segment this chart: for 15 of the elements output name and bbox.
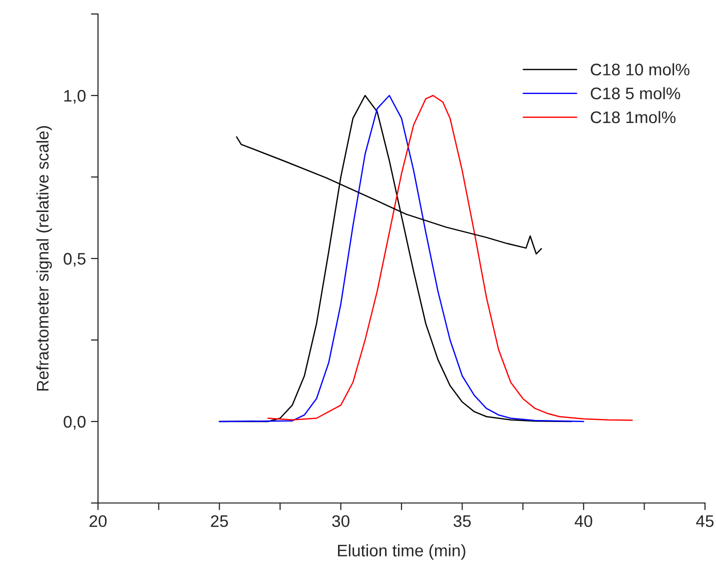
y-axis-title: Refractometer signal (relative scale) [36, 126, 52, 391]
legend-label: C18 10 mol% [590, 63, 690, 76]
legend-label: C18 5 mol% [590, 87, 680, 100]
x-tick-label: 35 [454, 515, 471, 528]
x-tick-label: 45 [696, 515, 714, 528]
x-tick-label: 25 [210, 515, 228, 528]
y-tick-label: 1,0 [64, 90, 86, 104]
line-series [236, 136, 542, 255]
x-axis-title: Elution time (min) [338, 544, 466, 560]
y-tick-label: 0,0 [64, 416, 86, 430]
x-tick-label: 20 [90, 515, 107, 528]
x-tick-label: 30 [332, 515, 350, 528]
y-tick-label: 0,5 [64, 252, 86, 267]
x-tick-label: 40 [574, 515, 592, 528]
legend-label: C18 1mol% [590, 110, 676, 124]
